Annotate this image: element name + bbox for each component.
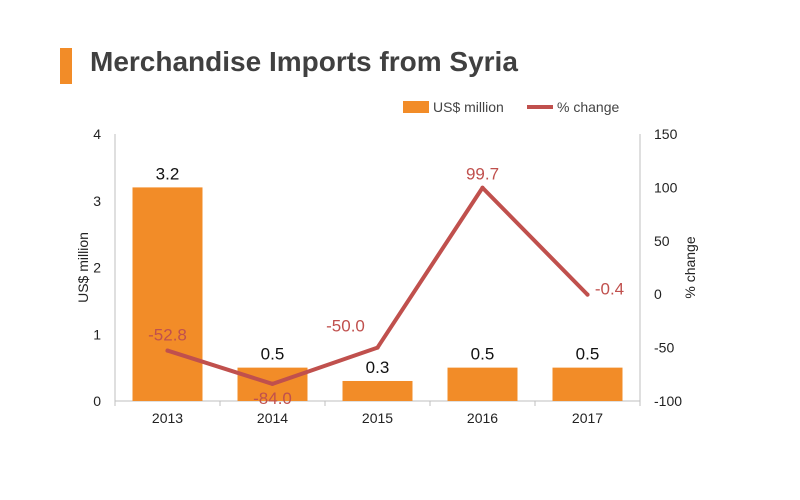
line-data-label: -84.0 [253, 389, 292, 408]
x-tick-label: 2013 [152, 410, 183, 426]
left-tick-label: 1 [93, 326, 101, 342]
right-tick-label: -100 [654, 393, 682, 409]
x-tick-label: 2015 [362, 410, 393, 426]
chart-title: Merchandise Imports from Syria [90, 46, 518, 77]
left-tick-label: 4 [93, 126, 101, 142]
line-data-label: 99.7 [466, 165, 499, 184]
line-point [480, 185, 485, 190]
title-accent-bar [60, 48, 72, 84]
legend-label-line: % change [557, 99, 619, 115]
right-tick-label: 150 [654, 126, 678, 142]
x-tick-label: 2016 [467, 410, 498, 426]
bar [552, 367, 623, 401]
right-tick-label: 0 [654, 286, 662, 302]
line-point [375, 345, 380, 350]
right-tick-label: 50 [654, 233, 670, 249]
left-axis-title: US$ million [75, 232, 91, 303]
left-tick-label: 2 [93, 260, 101, 276]
right-axis-title: % change [682, 236, 698, 298]
line-data-label: -52.8 [148, 326, 187, 345]
bar-data-label: 0.3 [366, 358, 390, 377]
legend-swatch-bar [403, 101, 429, 113]
x-tick-label: 2014 [257, 410, 288, 426]
line-point [270, 381, 275, 386]
line-point [165, 348, 170, 353]
legend-label-bar: US$ million [433, 99, 504, 115]
right-tick-label: 100 [654, 179, 678, 195]
bar [132, 187, 203, 401]
line-data-label: -0.4 [595, 280, 624, 299]
percent-change-line [165, 185, 590, 386]
bar [342, 380, 413, 401]
line-data-label: -50.0 [326, 317, 365, 336]
left-tick-label: 3 [93, 193, 101, 209]
bar-data-label: 0.5 [576, 345, 600, 364]
right-tick-label: -50 [654, 340, 674, 356]
bar-data-label: 0.5 [471, 345, 495, 364]
line-point [585, 292, 590, 297]
left-tick-label: 0 [93, 393, 101, 409]
x-tick-label: 2017 [572, 410, 603, 426]
bar [447, 367, 518, 401]
bar-data-label: 0.5 [261, 345, 285, 364]
bar-data-label: 3.2 [156, 164, 180, 183]
